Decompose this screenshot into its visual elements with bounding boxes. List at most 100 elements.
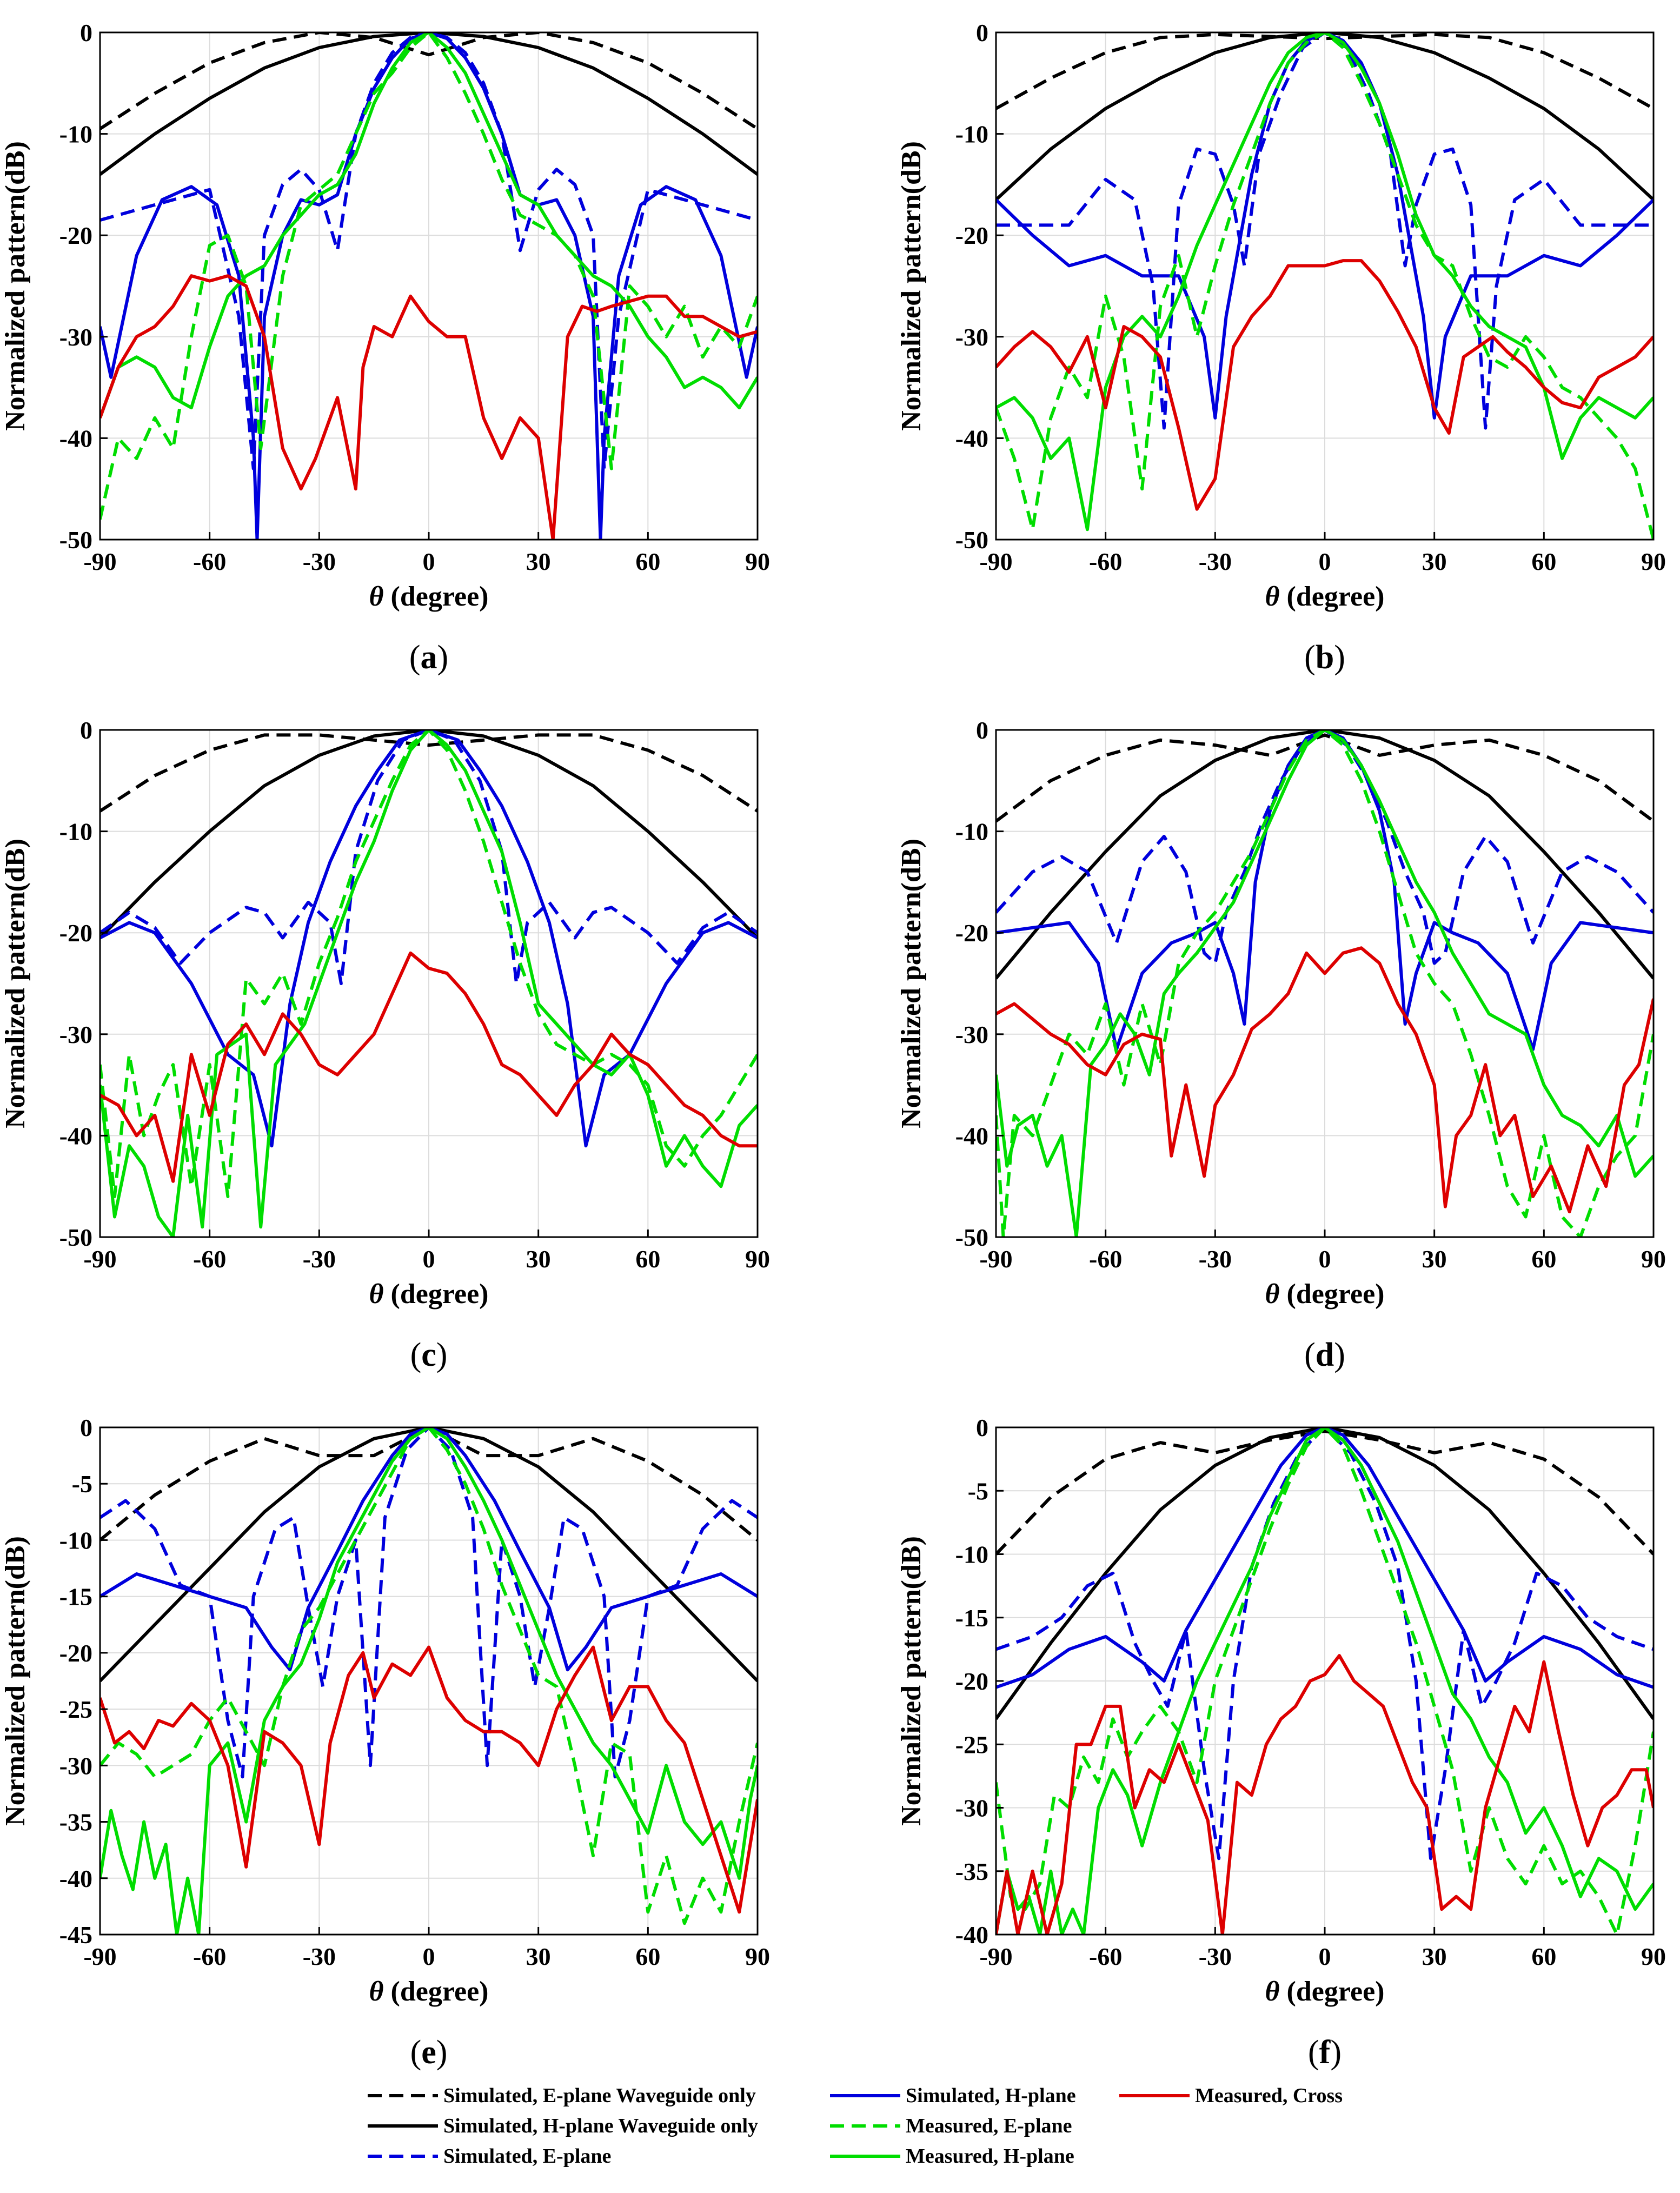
y-tick-label: -20 <box>59 222 92 249</box>
series-meas_e <box>996 32 1654 540</box>
y-axis-label: Normalized pattern(dB) <box>896 141 927 431</box>
series-meas_h <box>100 32 758 418</box>
series-sim_h_wg <box>100 1427 758 1683</box>
series-meas_h <box>100 1427 758 1935</box>
series-sim_e <box>996 730 1654 965</box>
x-tick-label: 60 <box>635 1245 660 1273</box>
y-tick-label: -40 <box>59 1122 92 1149</box>
series-sim_h <box>996 32 1654 420</box>
series-meas_h <box>996 730 1654 1237</box>
series-meas_x <box>996 1654 1654 1935</box>
panel-d: -90 -60 -30 0 30 60 90 -50 -40 -30 -20 -10 0 θ (degre… <box>896 716 1666 1373</box>
x-tick-label: 0 <box>423 1245 435 1273</box>
series-sim_e_wg <box>100 1427 758 1541</box>
legend-item-sim_e: Simulated, E-plane <box>368 2145 611 2168</box>
x-tick-label: 90 <box>745 548 770 575</box>
y-tick-label: 0 <box>976 1414 988 1441</box>
x-tick-label: 0 <box>1319 548 1331 575</box>
series-sim_h <box>996 730 1654 1051</box>
panel-e: -90 -60 -30 0 30 60 90 -45 -40 -35 -30 -25 -20 -15 -10… <box>0 1414 770 2071</box>
y-tick-label: 0 <box>976 716 988 744</box>
series-sim_e_wg <box>100 733 758 813</box>
x-tick-label: 60 <box>635 548 660 575</box>
x-tick-label: -30 <box>1199 548 1232 575</box>
y-tick-label: -10 <box>955 818 988 846</box>
y-tick-label: -10 <box>955 121 988 148</box>
x-tick-label: 60 <box>1531 1943 1556 1970</box>
x-tick-label: 0 <box>1319 1943 1331 1970</box>
y-tick-label: 0 <box>80 716 92 744</box>
series-meas_h <box>100 730 758 1237</box>
x-tick-label: -30 <box>1199 1245 1232 1273</box>
series-meas_x <box>100 951 758 1183</box>
series-sim_h <box>996 1427 1654 1689</box>
legend-item-meas_e: Measured, E-plane <box>830 2115 1072 2137</box>
series-sim_h_wg <box>100 32 758 176</box>
y-tick-label: -50 <box>59 1224 92 1251</box>
y-tick-label: -40 <box>59 424 92 452</box>
legend-label: Simulated, E-plane Waveguide only <box>443 2084 756 2107</box>
legend-label: Simulated, E-plane <box>443 2145 611 2168</box>
x-tick-label: 90 <box>745 1943 770 1970</box>
y-tick-label: -30 <box>59 1752 92 1779</box>
y-tick-label: -5 <box>968 1477 988 1505</box>
series-sim_e_wg <box>996 733 1654 823</box>
series-meas_e <box>100 32 758 520</box>
x-tick-label: 60 <box>1531 548 1556 575</box>
x-tick-label: -60 <box>1089 548 1122 575</box>
y-tick-label: -30 <box>955 1795 988 1822</box>
x-tick-label: -30 <box>303 1245 336 1273</box>
x-tick-label: -30 <box>1199 1943 1232 1970</box>
x-tick-label: 30 <box>526 1245 551 1273</box>
y-tick-label: -35 <box>59 1809 92 1836</box>
y-tick-label: -25 <box>59 1696 92 1723</box>
legend-item-sim_h_wg: Simulated, H-plane Waveguide only <box>368 2115 758 2137</box>
y-tick-label: -15 <box>955 1604 988 1632</box>
y-tick-label: -40 <box>955 1122 988 1149</box>
series-meas_x <box>100 274 758 540</box>
y-tick-label: -10 <box>59 818 92 846</box>
y-tick-label: -45 <box>59 1921 92 1949</box>
series-sim_e <box>996 32 1654 430</box>
x-tick-label: -30 <box>303 548 336 575</box>
x-tick-label: -90 <box>979 1245 1012 1273</box>
x-axis-label: θ (degree) <box>369 1976 489 2007</box>
x-tick-label: -60 <box>193 548 226 575</box>
legend-label: Measured, E-plane <box>906 2115 1072 2137</box>
panel-b: -90 -60 -30 0 30 60 90 -50 -40 -30 -20 -10 0 θ (degre… <box>896 19 1666 676</box>
panel-caption: (e) <box>410 2034 448 2071</box>
series-sim_h_wg <box>996 730 1654 980</box>
y-tick-label: -40 <box>955 1921 988 1949</box>
y-tick-label: -20 <box>59 919 92 947</box>
x-tick-label: -90 <box>979 1943 1012 1970</box>
y-axis-label: Normalized pattern(dB) <box>896 839 927 1128</box>
x-tick-label: 90 <box>1641 1245 1666 1273</box>
x-tick-label: 60 <box>635 1943 660 1970</box>
series-group <box>996 32 1654 540</box>
series-sim_h_wg <box>996 32 1654 201</box>
series-group <box>100 1427 758 1935</box>
series-group <box>100 32 758 540</box>
x-tick-label: 60 <box>1531 1245 1556 1273</box>
series-sim_h <box>100 1427 758 1672</box>
y-tick-label: -50 <box>59 526 92 554</box>
panel-a: -90 -60 -30 0 30 60 90 -50 -40 -30 -20 -10 0 θ (degre… <box>0 19 770 676</box>
series-meas_x <box>100 1645 758 1914</box>
legend-label: Simulated, H-plane Waveguide only <box>443 2115 758 2137</box>
y-tick-label: -20 <box>59 1639 92 1667</box>
series-meas_x <box>996 946 1654 1214</box>
x-tick-label: -60 <box>1089 1245 1122 1273</box>
series-sim_e <box>100 1427 758 1779</box>
y-tick-label: -20 <box>955 919 988 947</box>
legend: Simulated, E-plane Waveguide only Simulat… <box>368 2084 1343 2168</box>
x-axis-label: θ (degree) <box>1265 581 1385 612</box>
y-tick-label: -20 <box>955 222 988 249</box>
x-tick-label: -90 <box>83 548 116 575</box>
y-tick-label: -30 <box>955 1021 988 1048</box>
series-meas_e <box>996 1427 1654 1935</box>
panel-caption: (c) <box>410 1337 448 1373</box>
y-tick-label: -25 <box>955 1731 988 1758</box>
x-tick-label: 30 <box>1422 1245 1447 1273</box>
x-tick-label: -30 <box>303 1943 336 1970</box>
